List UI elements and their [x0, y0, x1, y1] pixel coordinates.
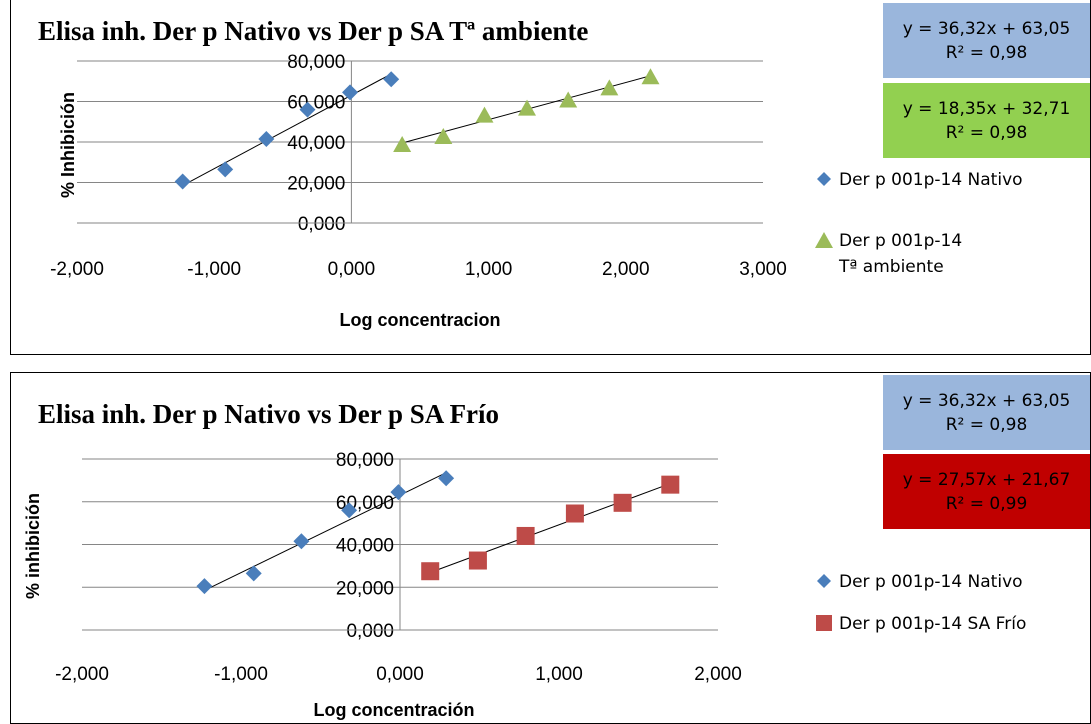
square-marker-icon: [816, 615, 832, 631]
x-tick-label: 1,000: [465, 259, 513, 280]
trendline: [182, 73, 392, 186]
data-point-diamond: [390, 484, 407, 501]
equation-box-native: y = 36,32x + 63,05 R² = 0,98: [883, 375, 1090, 450]
data-point-triangle: [434, 127, 453, 144]
y-tick-label: 20,000: [287, 174, 345, 195]
x-tick-label: -2,000: [50, 259, 104, 280]
chart-panel-ambient: Elisa inh. Der p Nativo vs Der p SA Tª a…: [0, 0, 1091, 356]
equation-text: y = 36,32x + 63,05: [902, 390, 1071, 411]
x-tick-label: 0,000: [328, 259, 376, 280]
legend-label: Der p 001p-14 SA Frío: [839, 614, 1027, 634]
r-squared-text: R² = 0,98: [945, 414, 1028, 435]
y-axis-title: % Inhibición: [58, 92, 78, 198]
x-tick-label: -1,000: [187, 259, 241, 280]
legend-label: Der p 001p-14 Tª ambiente: [839, 231, 963, 277]
triangle-marker-icon: [815, 232, 833, 248]
diamond-marker-icon: [817, 172, 831, 186]
data-point-diamond: [438, 470, 455, 487]
legend-item-native: Der p 001p-14 Nativo: [813, 569, 1023, 595]
data-point-diamond: [258, 130, 275, 147]
legend-label: Der p 001p-14 Nativo: [839, 572, 1023, 592]
data-point-square: [421, 562, 440, 581]
data-point-diamond: [245, 565, 262, 582]
x-tick-label: 2,000: [694, 664, 742, 685]
data-point-square: [468, 551, 487, 570]
r-squared-text: R² = 0,98: [945, 122, 1028, 143]
data-point-triangle: [641, 68, 660, 85]
data-point-diamond: [299, 101, 316, 118]
data-point-triangle: [600, 79, 619, 96]
equation-box-ambient: y = 18,35x + 32,71 R² = 0,98: [883, 83, 1090, 158]
trendline: [204, 472, 447, 591]
data-point-square: [516, 526, 535, 545]
x-axis-title: Log concentracion: [339, 310, 500, 330]
data-point-diamond: [341, 502, 358, 519]
x-tick-label: 1,000: [535, 664, 583, 685]
data-point-diamond: [293, 533, 310, 550]
y-tick-label: 20,000: [336, 578, 394, 599]
data-point-diamond: [174, 173, 191, 190]
data-point-triangle: [475, 106, 494, 123]
legend-item-native: Der p 001p-14 Nativo: [813, 167, 1023, 193]
x-tick-label: 2,000: [602, 259, 650, 280]
data-point-square: [613, 493, 632, 512]
equation-text: y = 36,32x + 63,05: [902, 18, 1071, 39]
data-point-square: [565, 504, 584, 523]
data-point-diamond: [383, 71, 400, 88]
y-axis-title: % inhibición: [23, 493, 43, 599]
chart-panel-cold: Elisa inh. Der p Nativo vs Der p SA Frío…: [0, 372, 1091, 724]
legend-item-cold: Der p 001p-14 SA Frío: [813, 611, 1026, 637]
r-squared-text: R² = 0,98: [945, 42, 1028, 63]
x-tick-label: -1,000: [214, 664, 268, 685]
x-tick-label: 3,000: [739, 259, 787, 280]
y-tick-label: 40,000: [336, 536, 394, 557]
data-point-diamond: [342, 84, 359, 101]
data-point-triangle: [518, 99, 537, 116]
trendline: [430, 483, 671, 573]
data-point-triangle: [393, 136, 412, 153]
data-point-square: [661, 475, 680, 494]
legend-label: Der p 001p-14 Nativo: [839, 170, 1023, 190]
x-tick-label: 0,000: [376, 664, 424, 685]
y-tick-label: 80,000: [336, 450, 394, 471]
diamond-marker-icon: [817, 574, 831, 588]
y-tick-label: 80,000: [287, 52, 345, 73]
legend-item-ambient: Der p 001p-14 Tª ambiente: [813, 228, 983, 280]
r-squared-text: R² = 0,99: [945, 493, 1028, 514]
chart-title: Elisa inh. Der p Nativo vs Der p SA Tª a…: [38, 16, 589, 46]
equation-box-cold: y = 27,57x + 21,67 R² = 0,99: [883, 454, 1090, 529]
x-tick-label: -2,000: [55, 664, 109, 685]
data-point-triangle: [559, 91, 578, 108]
y-tick-label: 40,000: [287, 133, 345, 154]
chart-title: Elisa inh. Der p Nativo vs Der p SA Frío: [38, 399, 500, 429]
equation-text: y = 27,57x + 21,67: [902, 469, 1071, 490]
data-point-diamond: [217, 161, 234, 178]
y-tick-label: 0,000: [298, 214, 346, 235]
data-point-diamond: [196, 578, 213, 595]
x-axis-title: Log concentración: [313, 700, 474, 720]
equation-text: y = 18,35x + 32,71: [902, 98, 1071, 119]
equation-box-native: y = 36,32x + 63,05 R² = 0,98: [883, 3, 1090, 78]
y-tick-label: 0,000: [346, 621, 394, 642]
